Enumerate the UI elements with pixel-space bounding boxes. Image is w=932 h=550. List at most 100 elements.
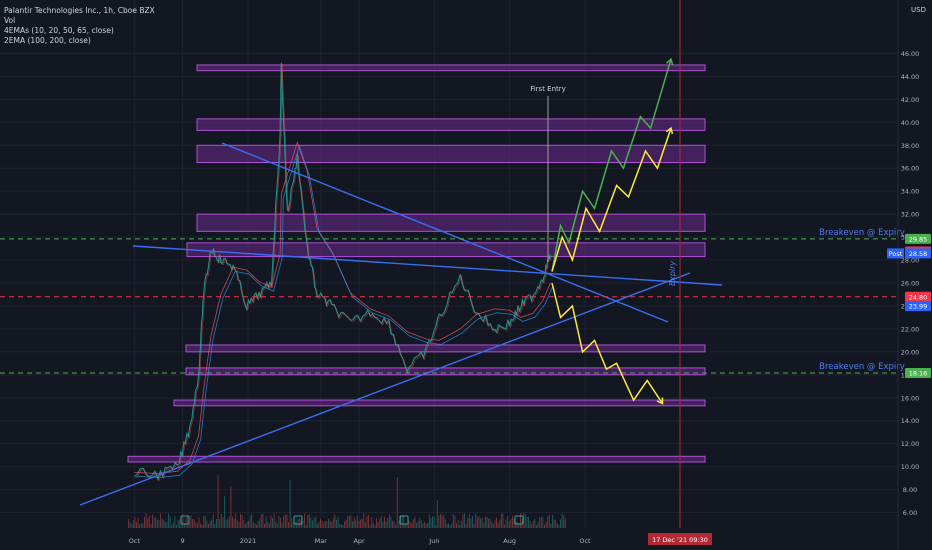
resistance-zone <box>196 64 706 72</box>
price-tag-value: 28.58 <box>909 250 928 258</box>
volume-bar <box>428 514 430 528</box>
price-tag-bg <box>905 233 931 244</box>
price-tag-value: 24.80 <box>909 293 928 301</box>
price-series <box>134 62 552 482</box>
volume-bar <box>182 514 184 528</box>
earnings-icon <box>293 515 303 525</box>
volume-bar <box>556 523 558 528</box>
volume-bar <box>280 517 281 528</box>
volume-bar <box>177 519 179 528</box>
volume-bar <box>372 522 374 528</box>
volume-bar <box>286 514 288 528</box>
resistance-zone <box>196 118 706 131</box>
volume-bar <box>342 524 344 528</box>
volume-bar <box>361 518 363 528</box>
volume-bar <box>449 524 451 528</box>
volume-bar <box>164 522 166 528</box>
volume-bar <box>505 519 507 528</box>
volume-bar <box>187 515 189 528</box>
volume-bar <box>419 517 421 528</box>
volume-bar <box>211 519 213 528</box>
volume-bar <box>192 519 193 528</box>
volume-bar <box>553 519 555 528</box>
price-tag-value: 23.99 <box>909 303 928 311</box>
volume-bar <box>216 519 217 528</box>
volume-bar <box>214 523 216 528</box>
volume-bar <box>540 517 542 528</box>
price-axis: 6.008.0010.0012.0014.0016.0018.0020.0022… <box>887 0 931 550</box>
volume-bar <box>552 515 553 528</box>
ema2-legend[interactable]: 2EMA (100, 200, close) <box>4 36 91 45</box>
y-tick-label: 44.00 <box>901 73 920 81</box>
volume-bar <box>416 523 417 528</box>
volume-bar <box>411 523 413 528</box>
post-tag-bg <box>887 248 904 259</box>
expiry-label: Expiry <box>668 261 677 286</box>
volume-bar <box>435 524 437 528</box>
volume-bar <box>276 523 278 528</box>
volume-bar <box>315 516 317 528</box>
volume-bar <box>532 520 534 528</box>
volume-bar <box>504 524 505 528</box>
ema4-legend[interactable]: 4EMAs (10, 20, 50, 65, close) <box>4 26 114 35</box>
volume-bar <box>534 518 536 528</box>
first-entry-bg <box>528 82 568 94</box>
volume-bar <box>491 521 493 528</box>
expiry-date-bg <box>648 533 712 545</box>
symbol-title[interactable]: Palantir Technologies Inc., 1h, Cboe BZX <box>4 6 155 15</box>
x-tick-label: 2021 <box>240 537 257 545</box>
volume-bar <box>520 513 521 528</box>
volume-bar <box>204 516 206 528</box>
volume-bar <box>488 518 489 528</box>
volume-bar <box>270 515 272 528</box>
y-tick-label: 42.00 <box>901 96 920 104</box>
volume-bar <box>388 514 390 528</box>
price-line-shadow <box>135 64 552 482</box>
resistance-zone <box>196 213 706 232</box>
volume-bar <box>363 513 365 528</box>
volume-bar <box>438 515 440 528</box>
volume-bar <box>496 517 497 528</box>
volume-bar <box>452 514 454 528</box>
volume-bar <box>320 518 321 528</box>
volume-bar <box>526 516 528 528</box>
earnings-icon <box>399 515 409 525</box>
volume-bar <box>259 519 261 528</box>
volume-bar <box>147 518 149 528</box>
price-tag-bg <box>905 291 931 302</box>
volume-bar <box>136 522 137 528</box>
volume-bar <box>302 521 304 528</box>
volume-bar <box>368 514 369 528</box>
volume-bar <box>433 516 435 528</box>
volume-bar <box>179 519 181 528</box>
volume-bar <box>289 480 291 528</box>
volume-bar <box>168 513 169 528</box>
volume-bar <box>480 518 481 528</box>
volume-bar <box>360 519 361 528</box>
volume-bar <box>352 521 353 528</box>
volume-bar <box>227 518 229 528</box>
x-tick-label: Mar <box>315 537 328 545</box>
volume-bar <box>483 523 485 528</box>
volume-bar <box>262 513 264 528</box>
volume-bar <box>243 519 245 528</box>
volume-bar <box>251 514 253 528</box>
volume-bar <box>444 519 446 528</box>
volume-bar <box>481 518 483 528</box>
y-tick-label: 10.00 <box>901 463 920 471</box>
volume-bars <box>128 475 566 528</box>
volume-bar <box>376 518 377 528</box>
volume-bar <box>190 515 192 528</box>
y-tick-label: 40.00 <box>901 119 920 127</box>
volume-bar <box>144 516 145 528</box>
volume-bar <box>350 515 352 528</box>
volume-bar <box>129 522 131 528</box>
volume-bar <box>451 523 453 528</box>
volume-bar <box>425 523 427 528</box>
vol-legend[interactable]: Vol <box>4 16 16 25</box>
y-tick-label: 8.00 <box>903 486 917 494</box>
volume-bar <box>462 514 464 528</box>
volume-bar <box>332 517 334 528</box>
